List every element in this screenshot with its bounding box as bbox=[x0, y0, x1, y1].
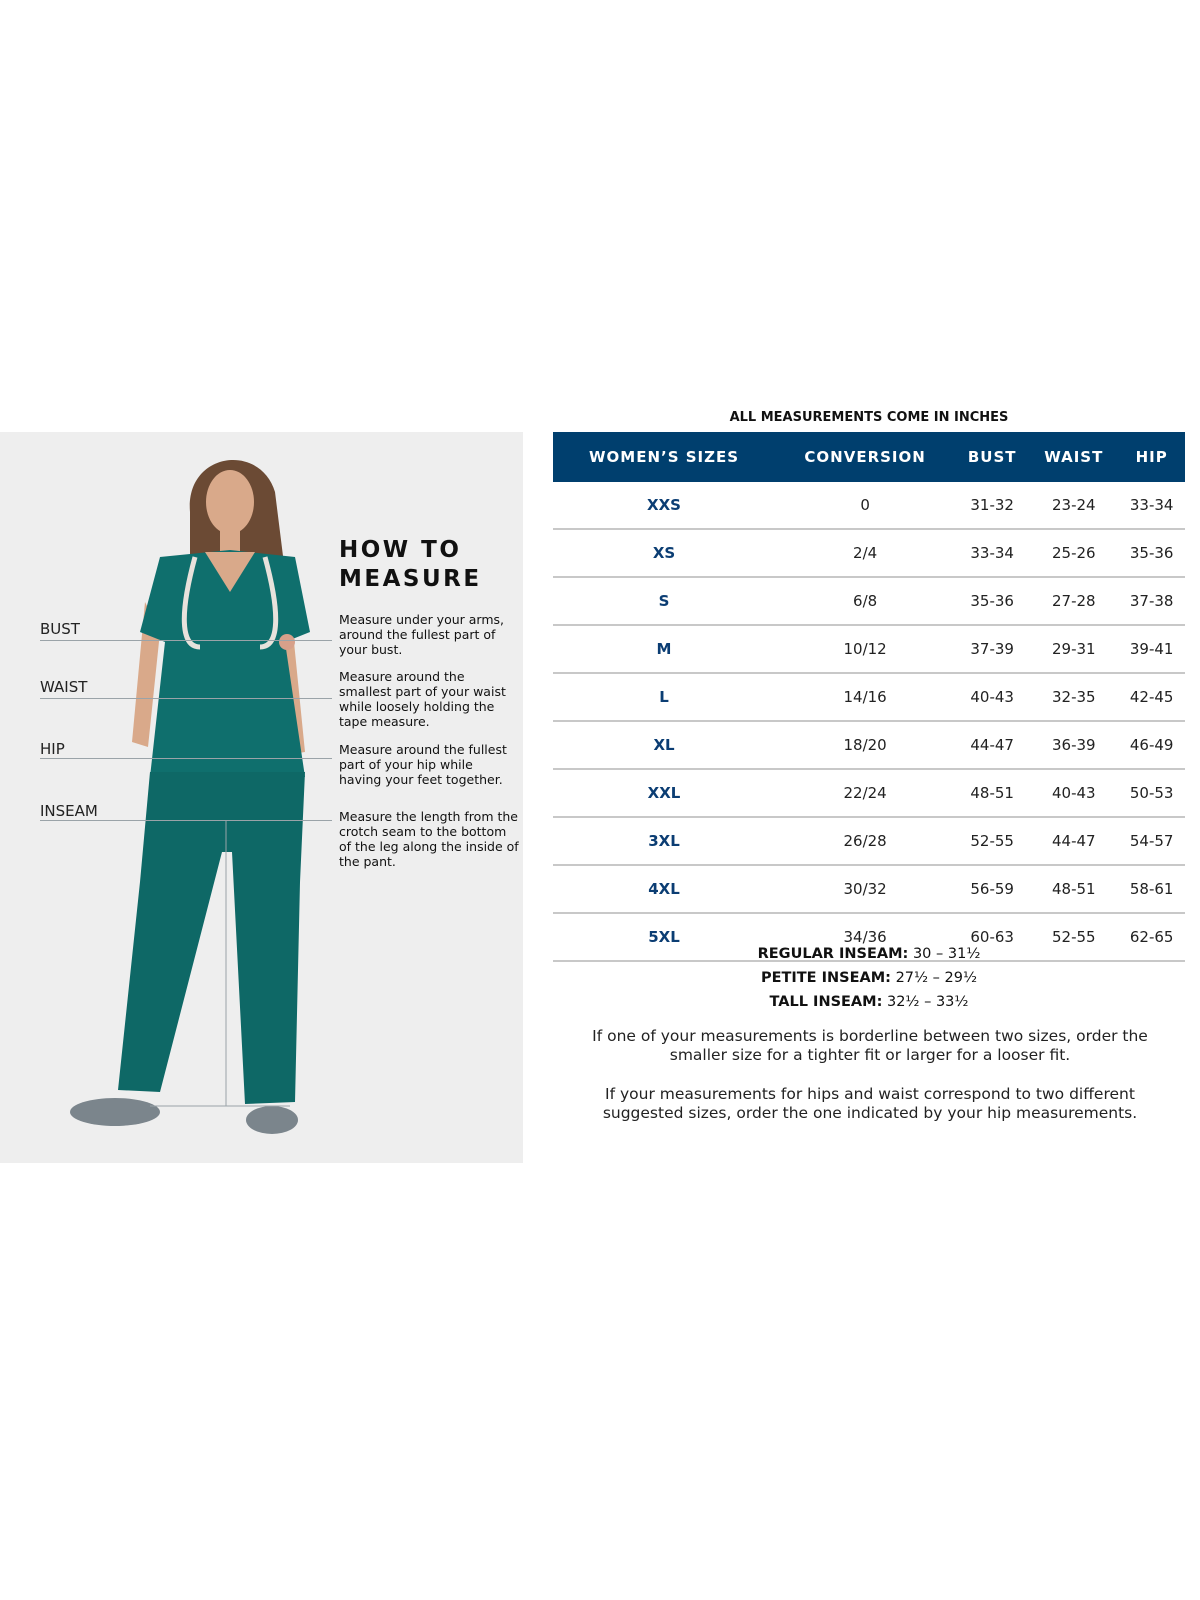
inseam-value: 27½ – 29½ bbox=[895, 970, 978, 986]
measurement-cell: 18/20 bbox=[775, 721, 956, 770]
table-row: XL 18/20 44-47 36-39 46-49 bbox=[553, 721, 1185, 770]
measurement-cell: 30/32 bbox=[775, 865, 956, 914]
measurement-cell: 33-34 bbox=[1118, 482, 1185, 530]
measurement-cell: 26/28 bbox=[775, 817, 956, 866]
title-line-2: MEASURE bbox=[339, 566, 482, 592]
measurement-cell: 14/16 bbox=[775, 673, 956, 722]
hip-description: Measure around the fullest part of your … bbox=[339, 742, 507, 787]
col-header: HIP bbox=[1118, 432, 1185, 482]
table-header-row: WOMEN’S SIZES CONVERSION BUST WAIST HIP bbox=[553, 432, 1185, 482]
waist-description: Measure around the smallest part of your… bbox=[339, 669, 506, 729]
measurement-cell: 40-43 bbox=[1029, 769, 1119, 818]
tall-inseam: TALL INSEAM: 32½ – 33½ bbox=[553, 994, 1185, 1010]
size-cell: XS bbox=[553, 529, 776, 578]
col-header: WOMEN’S SIZES bbox=[553, 432, 776, 482]
measurement-unit-note: ALL MEASUREMENTS COME IN INCHES bbox=[729, 410, 1009, 425]
model-figure-illustration bbox=[70, 459, 310, 1134]
waist-guide-line bbox=[40, 698, 332, 699]
measurement-cell: 32-35 bbox=[1029, 673, 1119, 722]
bust-guide-line bbox=[40, 640, 332, 641]
table-row: S 6/8 35-36 27-28 37-38 bbox=[553, 577, 1185, 626]
col-header: CONVERSION bbox=[775, 432, 956, 482]
how-to-measure-panel: BUST WAIST HIP INSEAM HOW TO MEASURE Mea… bbox=[0, 432, 523, 1163]
inseam-label: REGULAR INSEAM: bbox=[757, 946, 909, 962]
size-cell: XL bbox=[553, 721, 776, 770]
inseam-value: 32½ – 33½ bbox=[886, 994, 969, 1010]
measurement-cell: 62-65 bbox=[1118, 913, 1185, 962]
measurement-cell: 50-53 bbox=[1118, 769, 1185, 818]
measurement-cell: 37-38 bbox=[1118, 577, 1185, 626]
col-header: WAIST bbox=[1029, 432, 1119, 482]
measurement-cell: 27-28 bbox=[1029, 577, 1119, 626]
size-cell: 4XL bbox=[553, 865, 776, 914]
measurement-cell: 34/36 bbox=[775, 913, 956, 962]
regular-inseam: REGULAR INSEAM: 30 – 31½ bbox=[553, 946, 1185, 962]
measurement-cell: 42-45 bbox=[1118, 673, 1185, 722]
measurement-cell: 35-36 bbox=[955, 577, 1030, 626]
measurement-cell: 46-49 bbox=[1118, 721, 1185, 770]
table-row: 3XL 26/28 52-55 44-47 54-57 bbox=[553, 817, 1185, 866]
col-header: BUST bbox=[955, 432, 1030, 482]
inseam-label: TALL INSEAM: bbox=[769, 994, 883, 1010]
measurement-cell: 52-55 bbox=[955, 817, 1030, 866]
measurement-cell: 23-24 bbox=[1029, 482, 1119, 530]
hip-waist-note: If your measurements for hips and waist … bbox=[602, 1085, 1138, 1122]
inseam-label: PETITE INSEAM: bbox=[760, 970, 891, 986]
size-cell: L bbox=[553, 673, 776, 722]
size-chart-table: WOMEN’S SIZES CONVERSION BUST WAIST HIP … bbox=[553, 432, 1185, 962]
table-row: 4XL 30/32 56-59 48-51 58-61 bbox=[553, 865, 1185, 914]
size-cell: 5XL bbox=[553, 913, 776, 962]
waist-label: WAIST bbox=[40, 678, 88, 696]
measurement-cell: 48-51 bbox=[1029, 865, 1119, 914]
measurement-cell: 33-34 bbox=[955, 529, 1030, 578]
measurement-cell: 56-59 bbox=[955, 865, 1030, 914]
measurement-cell: 6/8 bbox=[775, 577, 956, 626]
size-cell: M bbox=[553, 625, 776, 674]
table-row: 5XL 34/36 60-63 52-55 62-65 bbox=[553, 913, 1185, 962]
table-row: XS 2/4 33-34 25-26 35-36 bbox=[553, 529, 1185, 578]
size-cell: XXL bbox=[553, 769, 776, 818]
measurement-cell: 31-32 bbox=[955, 482, 1030, 530]
how-to-measure-title: HOW TO MEASURE bbox=[339, 536, 482, 594]
measurement-cell: 44-47 bbox=[955, 721, 1030, 770]
inseam-guide-line bbox=[40, 820, 332, 821]
size-cell: S bbox=[553, 577, 776, 626]
hip-label: HIP bbox=[40, 740, 65, 758]
measurement-cell: 58-61 bbox=[1118, 865, 1185, 914]
measurement-cell: 44-47 bbox=[1029, 817, 1119, 866]
measurement-cell: 37-39 bbox=[955, 625, 1030, 674]
size-cell: 3XL bbox=[553, 817, 776, 866]
measurement-cell: 2/4 bbox=[775, 529, 956, 578]
inseam-label: INSEAM bbox=[40, 802, 98, 820]
measurement-cell: 10/12 bbox=[775, 625, 956, 674]
table-row: L 14/16 40-43 32-35 42-45 bbox=[553, 673, 1185, 722]
measurement-cell: 0 bbox=[775, 482, 956, 530]
inseam-description: Measure the length from the crotch seam … bbox=[339, 809, 519, 869]
measurement-cell: 25-26 bbox=[1029, 529, 1119, 578]
measurement-cell: 35-36 bbox=[1118, 529, 1185, 578]
measurement-cell: 22/24 bbox=[775, 769, 956, 818]
measurement-cell: 48-51 bbox=[955, 769, 1030, 818]
borderline-size-note: If one of your measurements is borderlin… bbox=[592, 1027, 1148, 1064]
table-row: M 10/12 37-39 29-31 39-41 bbox=[553, 625, 1185, 674]
measurement-cell: 29-31 bbox=[1029, 625, 1119, 674]
measurement-cell: 60-63 bbox=[955, 913, 1030, 962]
measurement-cell: 52-55 bbox=[1029, 913, 1119, 962]
measurement-cell: 36-39 bbox=[1029, 721, 1119, 770]
bust-description: Measure under your arms, around the full… bbox=[339, 612, 505, 657]
table-row: XXS 0 31-32 23-24 33-34 bbox=[553, 482, 1185, 530]
size-cell: XXS bbox=[553, 482, 776, 530]
bust-label: BUST bbox=[40, 620, 80, 638]
table-row: XXL 22/24 48-51 40-43 50-53 bbox=[553, 769, 1185, 818]
measurement-cell: 54-57 bbox=[1118, 817, 1185, 866]
measurement-cell: 39-41 bbox=[1118, 625, 1185, 674]
inseam-value: 30 – 31½ bbox=[912, 946, 981, 962]
petite-inseam: PETITE INSEAM: 27½ – 29½ bbox=[553, 970, 1185, 986]
hip-guide-line bbox=[40, 758, 332, 759]
title-line-1: HOW TO bbox=[339, 537, 462, 563]
measurement-cell: 40-43 bbox=[955, 673, 1030, 722]
